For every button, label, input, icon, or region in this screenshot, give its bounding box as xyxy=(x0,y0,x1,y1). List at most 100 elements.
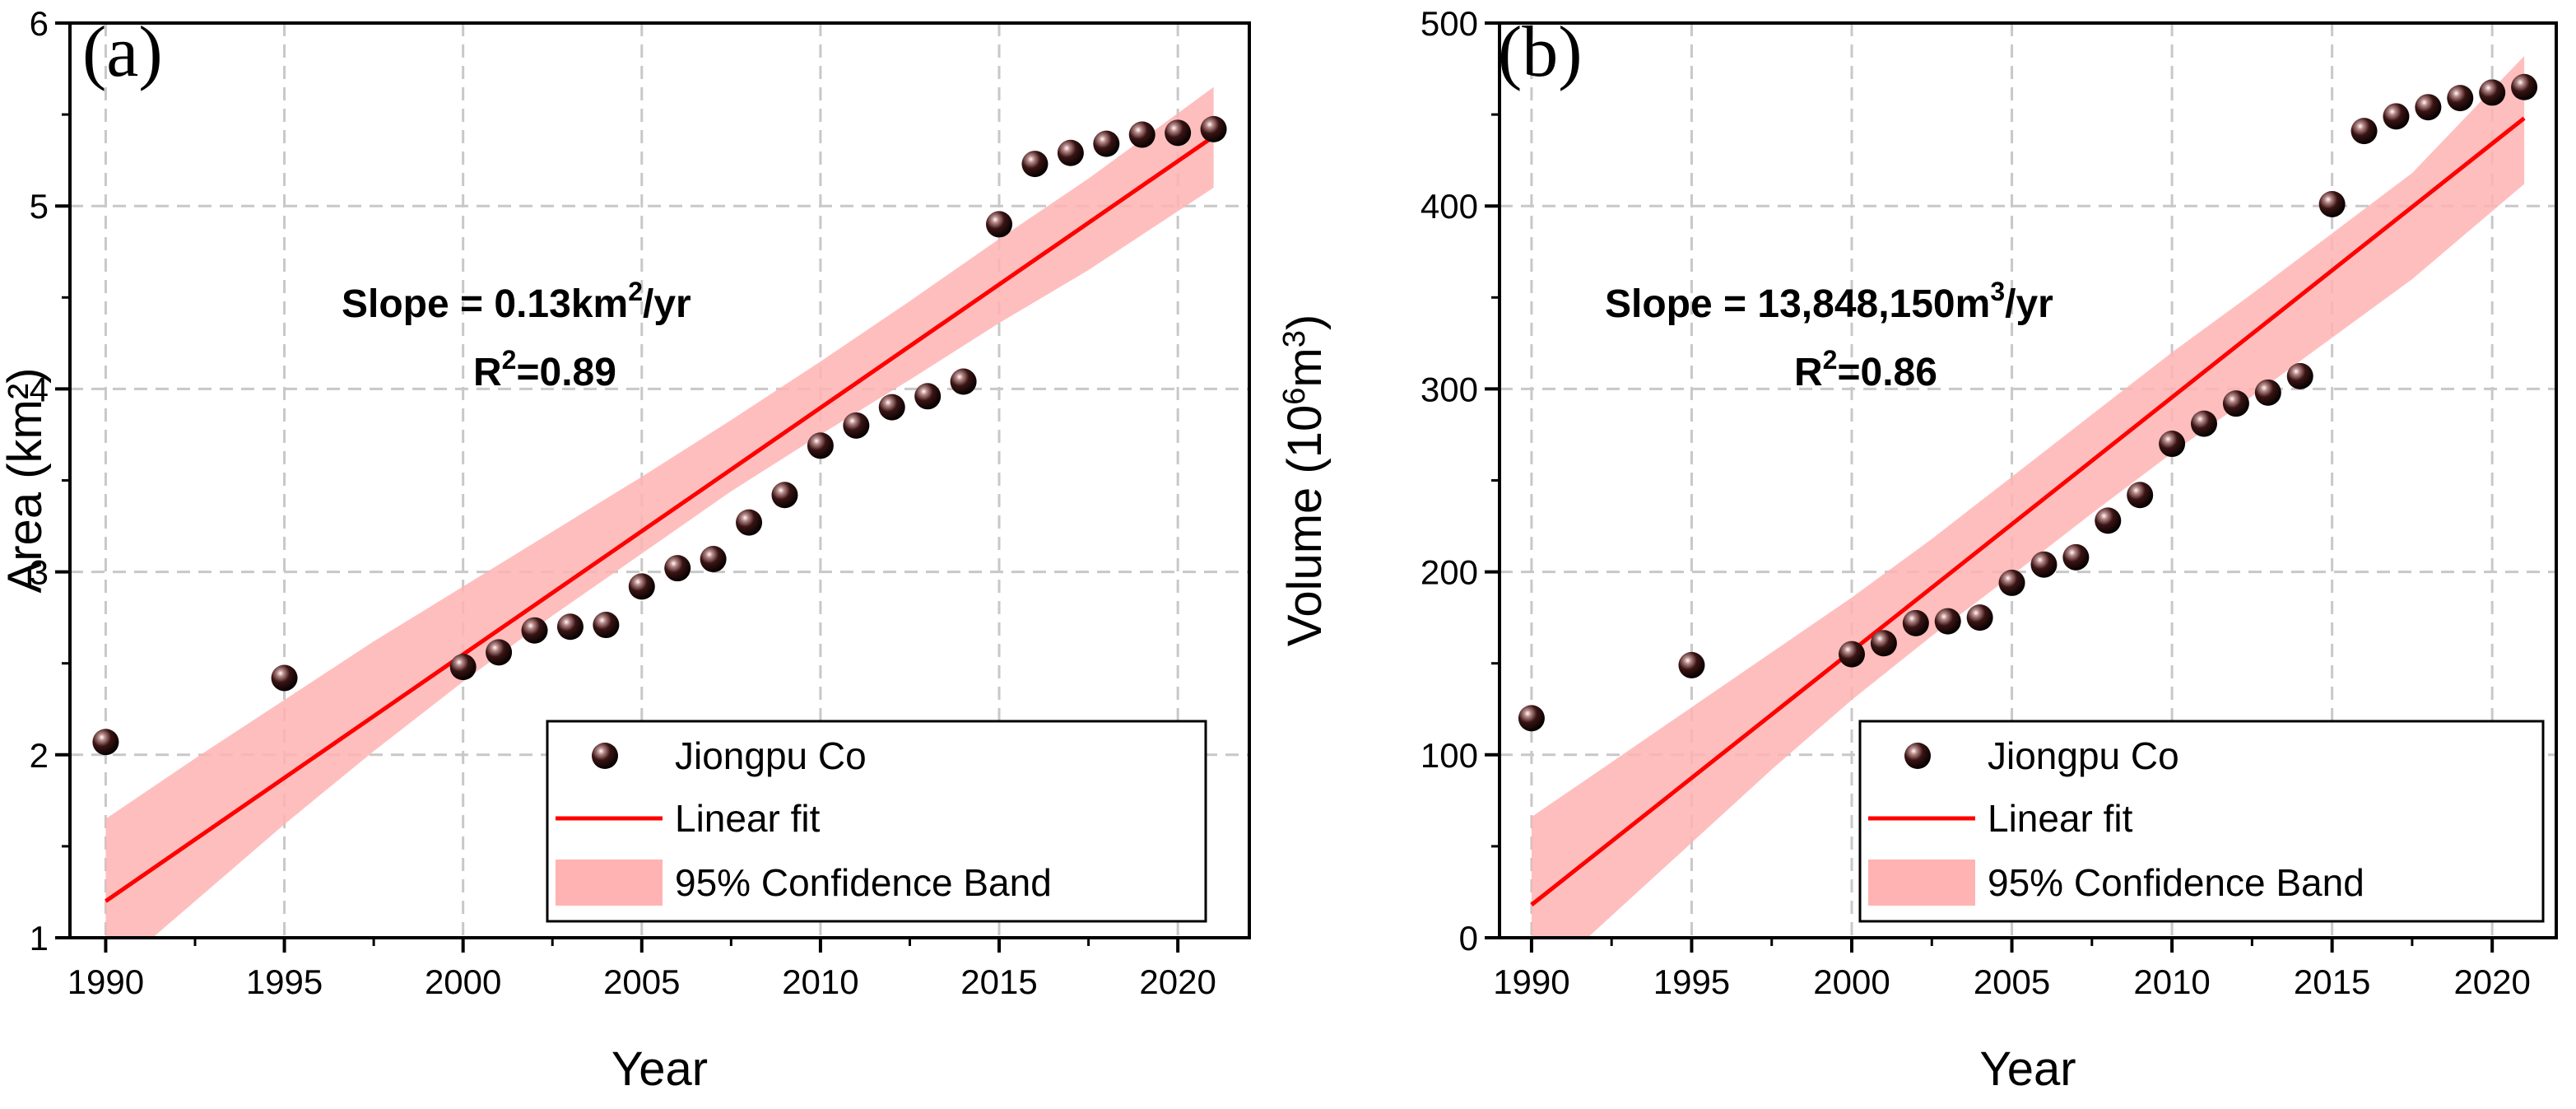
data-point xyxy=(1128,121,1155,148)
x-tick-label: 2010 xyxy=(2133,962,2210,1001)
data-point xyxy=(593,612,620,639)
data-point xyxy=(556,613,584,641)
data-point xyxy=(1966,604,1993,631)
data-point xyxy=(1057,139,1084,166)
y-tick-label: 200 xyxy=(1421,553,1478,592)
linear-fit-line xyxy=(105,134,1215,903)
x-axis-title: Year xyxy=(1979,1042,2076,1096)
x-tick-label: 2015 xyxy=(2294,962,2370,1001)
data-point xyxy=(843,412,870,439)
y-axis-title: Area (km²) xyxy=(0,368,52,594)
data-point xyxy=(2254,379,2281,406)
data-point xyxy=(2127,482,2154,509)
data-point xyxy=(986,211,1013,238)
data-point xyxy=(807,432,834,459)
data-point xyxy=(2383,103,2410,130)
legend-point-symbol xyxy=(592,743,618,769)
data-point xyxy=(1165,119,1192,147)
slope-annotation: Slope = 0.13km2/yr xyxy=(342,277,691,326)
data-point xyxy=(771,482,798,509)
data-point xyxy=(2447,85,2474,112)
x-tick-label: 2015 xyxy=(960,962,1037,1001)
y-tick-label: 6 xyxy=(30,4,49,43)
panel-label: (a) xyxy=(82,12,163,92)
data-point xyxy=(878,394,905,421)
y-axis-title: Volume (106m3) xyxy=(1277,315,1332,646)
chart-panel-area: 1990 1995 2000 2005 2010 2015 2020 1 2 3 4 5 6 Year Ar… xyxy=(0,4,1251,1096)
data-point xyxy=(950,368,977,395)
legend-band-symbol xyxy=(1868,860,1975,906)
panel-label: (b) xyxy=(1498,12,1583,92)
data-point xyxy=(2095,507,2122,534)
data-point xyxy=(2159,431,2186,458)
confidence-band xyxy=(105,86,1214,938)
legend-label-fit: Linear fit xyxy=(675,797,821,840)
y-tick-label: 3 xyxy=(30,553,49,592)
data-point xyxy=(664,555,691,582)
y-tick-label: 0 xyxy=(1459,919,1478,958)
legend-band-symbol xyxy=(556,860,663,906)
data-point xyxy=(449,654,477,681)
data-point xyxy=(1518,705,1545,732)
data-point xyxy=(1902,609,1929,636)
chart-panel-volume: 1990 1995 2000 2005 2010 2015 2020 0 100 200 300 40… xyxy=(1277,4,2558,1096)
confidence-band xyxy=(1531,56,2525,938)
data-point xyxy=(700,546,727,573)
y-tick-label: 5 xyxy=(30,187,49,226)
x-axis-title: Year xyxy=(611,1042,708,1096)
data-point xyxy=(914,383,942,410)
data-point xyxy=(2222,390,2249,417)
data-point xyxy=(486,639,513,666)
data-point xyxy=(2286,362,2313,389)
y-tick-label: 100 xyxy=(1421,736,1478,775)
data-point xyxy=(1021,151,1049,178)
data-point xyxy=(1934,608,1961,635)
data-point xyxy=(92,729,119,756)
data-point xyxy=(271,664,298,692)
legend-label-fit: Linear fit xyxy=(1988,797,2133,840)
y-tick-label: 300 xyxy=(1421,370,1478,408)
slope-annotation: Slope = 13,848,150m3/yr xyxy=(1605,277,2053,326)
legend: Jiongpu Co Linear fit 95% Confidence Band xyxy=(546,720,1207,923)
data-point xyxy=(2415,94,2442,121)
data-point xyxy=(2030,551,2058,578)
y-tick-label: 500 xyxy=(1421,4,1478,43)
legend-label-points: Jiongpu Co xyxy=(675,734,867,777)
data-point xyxy=(1839,641,1865,668)
data-point xyxy=(1200,115,1227,142)
data-point xyxy=(628,573,655,600)
x-tick-label: 1990 xyxy=(67,962,144,1001)
y-tick-label: 2 xyxy=(30,736,49,775)
data-point xyxy=(1093,130,1120,157)
data-point xyxy=(736,509,763,536)
linear-fit-line xyxy=(1530,116,2526,906)
x-tick-label: 2000 xyxy=(1813,962,1890,1001)
x-tick-label: 2005 xyxy=(603,962,680,1001)
x-tick-label: 1995 xyxy=(246,962,323,1001)
data-point xyxy=(2062,543,2090,571)
data-point xyxy=(2318,190,2346,217)
legend-box xyxy=(546,720,1207,923)
data-point xyxy=(1678,651,1705,678)
data-point xyxy=(1998,569,2025,596)
legend-label-band: 95% Confidence Band xyxy=(1988,861,2364,904)
y-tick-label: 4 xyxy=(30,370,49,408)
x-tick-label: 1990 xyxy=(1493,962,1569,1001)
y-tick-label: 1 xyxy=(30,919,49,958)
x-tick-label: 1995 xyxy=(1653,962,1730,1001)
x-tick-label: 2020 xyxy=(1139,962,1216,1001)
x-tick-label: 2000 xyxy=(425,962,501,1001)
legend-point-symbol xyxy=(1904,743,1931,769)
data-point xyxy=(2479,79,2506,106)
data-point xyxy=(2350,118,2378,145)
r-squared-annotation: R2=0.86 xyxy=(1794,345,1937,394)
legend: Jiongpu Co Linear fit 95% Confidence Band xyxy=(1858,720,2545,923)
data-point xyxy=(521,617,548,644)
x-tick-label: 2010 xyxy=(782,962,858,1001)
x-tick-label: 2005 xyxy=(1974,962,2050,1001)
legend-label-band: 95% Confidence Band xyxy=(675,861,1052,904)
y-tick-label: 400 xyxy=(1421,187,1478,226)
legend-label-points: Jiongpu Co xyxy=(1988,734,2179,777)
data-point xyxy=(2191,410,2217,437)
